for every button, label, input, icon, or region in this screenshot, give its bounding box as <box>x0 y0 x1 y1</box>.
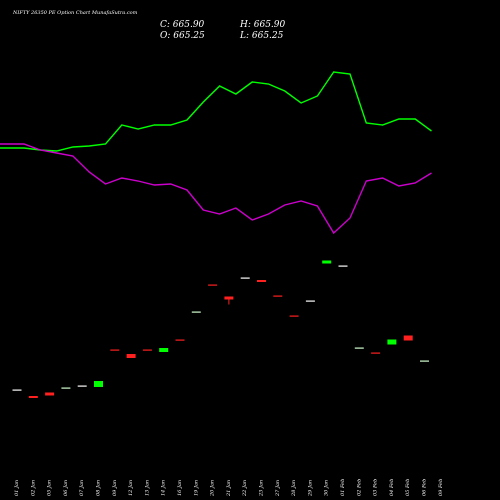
close-value: C: 665.90 <box>160 20 205 30</box>
candle <box>61 387 71 389</box>
candle <box>126 354 136 358</box>
x-tick-label: 22 Jan <box>242 480 248 497</box>
x-tick-label: 13 Jan <box>144 480 150 496</box>
candle <box>289 315 299 317</box>
x-tick-label: 20 Jan <box>210 480 216 497</box>
candle <box>191 311 201 313</box>
candle <box>403 335 413 341</box>
low-value: L: 665.25 <box>239 31 284 41</box>
x-tick-label: 28 Jan <box>291 480 297 497</box>
x-tick-label: 01 Jan <box>14 480 20 496</box>
x-tick-label: 23 Jan <box>259 480 265 497</box>
chart-title: NIFTY 26350 PE Option Chart MunafaSutra.… <box>12 10 138 16</box>
candle <box>354 347 364 349</box>
x-tick-label: 02 Feb <box>356 479 362 496</box>
green-indicator-line <box>0 71 432 152</box>
x-tick-label: 05 Jan <box>47 480 53 496</box>
candle <box>305 300 315 302</box>
candle <box>338 265 348 267</box>
x-tick-label: 02 Jan <box>30 480 36 496</box>
x-tick-label: 06 Feb <box>422 479 428 496</box>
x-tick-label: 21 Jan <box>226 480 232 497</box>
candle <box>77 385 87 387</box>
candle <box>110 349 120 351</box>
open-value: O: 665.25 <box>160 31 205 41</box>
x-tick-label: 03 Feb <box>373 479 379 496</box>
candle <box>142 349 152 351</box>
candle <box>240 277 250 279</box>
candle <box>175 339 185 341</box>
x-tick-label: 27 Jan <box>275 480 281 497</box>
x-tick-label: 07 Jan <box>79 480 85 496</box>
candle <box>159 348 169 352</box>
candle <box>387 339 397 345</box>
x-tick-label: 19 Jan <box>193 480 199 496</box>
x-tick-label: 06 Jan <box>63 480 69 496</box>
x-tick-label: 16 Jan <box>177 480 183 496</box>
candle <box>94 381 103 387</box>
x-tick-label: 04 Feb <box>389 479 395 496</box>
candle <box>371 352 381 354</box>
magenta-indicator-line <box>0 143 432 235</box>
x-tick-label: 12 Jan <box>128 480 134 496</box>
indicator-lines <box>0 71 432 235</box>
x-tick-label: 14 Jan <box>161 480 167 496</box>
candle <box>273 295 283 297</box>
candle <box>420 360 429 362</box>
candle <box>322 260 332 264</box>
high-value: H: 665.90 <box>239 20 286 30</box>
candle <box>257 280 266 282</box>
candle <box>45 392 55 396</box>
x-axis-ticks: 01 Jan 02 Jan 05 Jan 06 Jan 07 Jan 08 Jan 09 J… <box>14 479 444 497</box>
x-tick-label: 09 Jan <box>112 480 118 496</box>
x-tick-label: 05 Feb <box>405 479 411 496</box>
candle <box>28 396 38 398</box>
x-tick-label: 30 Jan <box>324 480 330 496</box>
x-tick-label: 09 Feb <box>438 479 444 496</box>
candle <box>12 389 22 391</box>
candles <box>12 260 429 398</box>
x-tick-label: 08 Jan <box>96 480 102 496</box>
candle <box>208 284 218 286</box>
x-tick-label: 29 Jan <box>307 480 313 497</box>
x-tick-label: 01 Feb <box>340 479 346 496</box>
